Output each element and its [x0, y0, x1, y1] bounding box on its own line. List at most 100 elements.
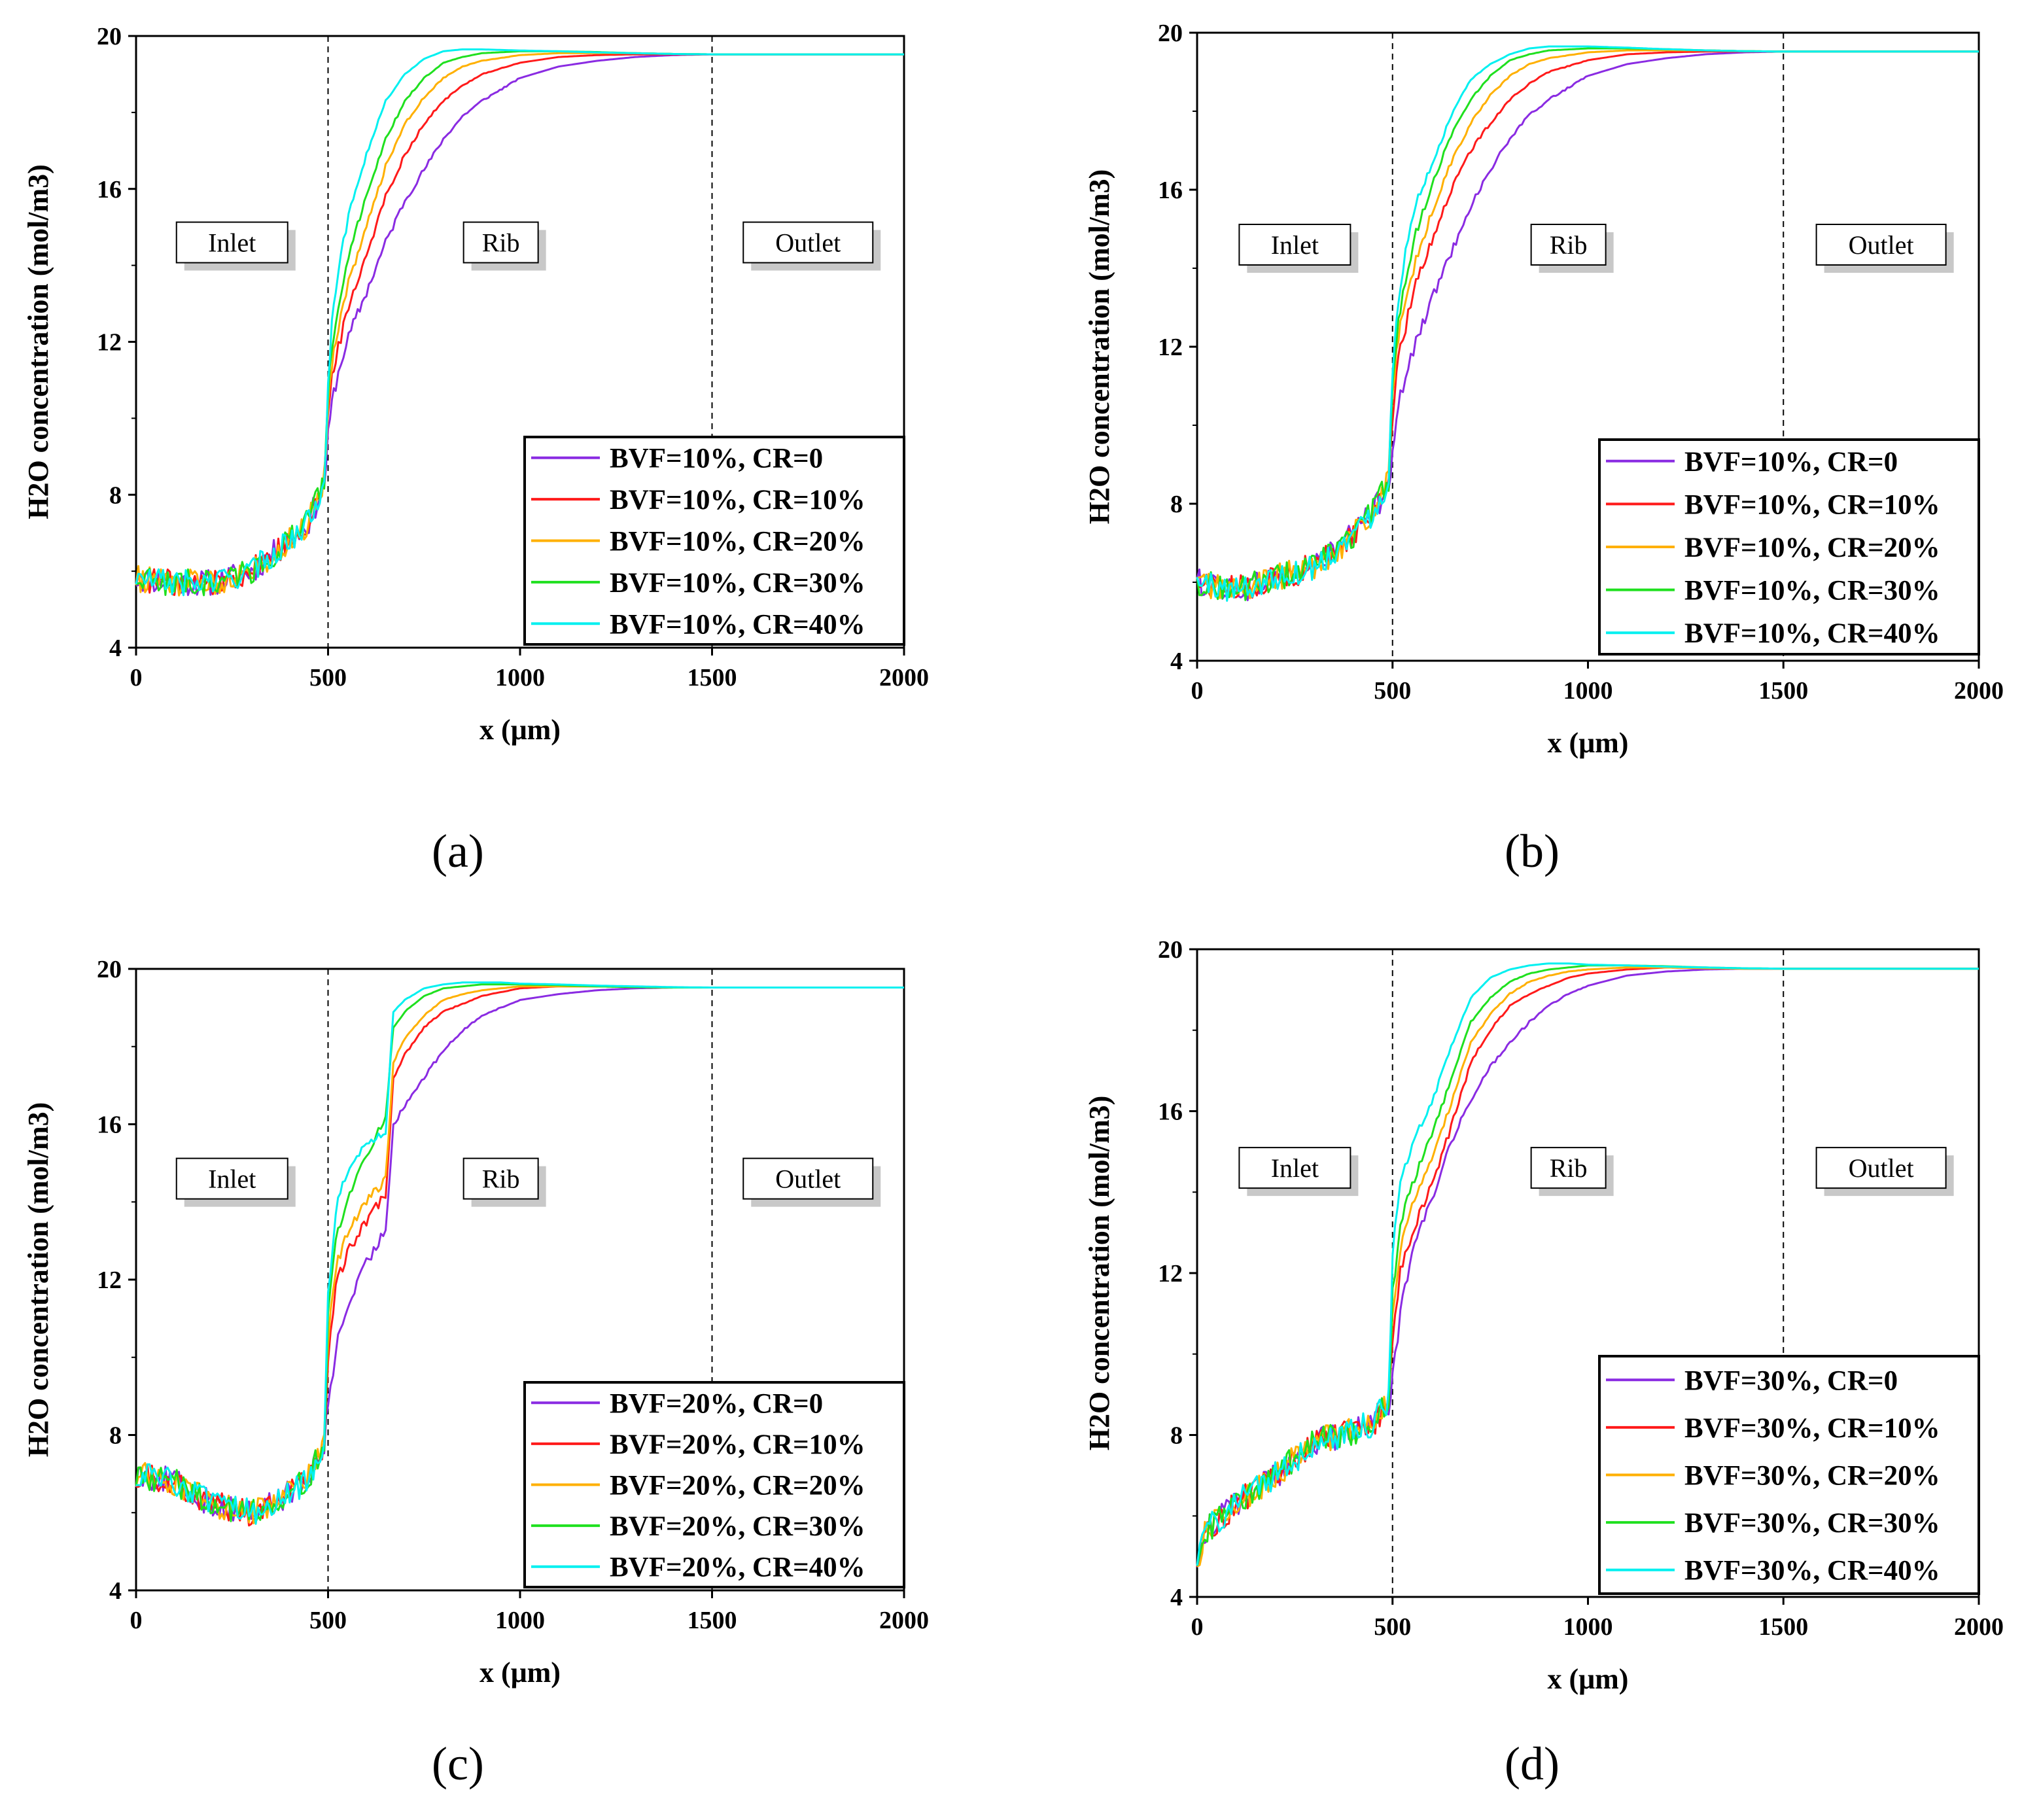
x-tick-label: 0 [130, 1607, 143, 1634]
region-label-rib: Rib [482, 1164, 520, 1194]
region-label-box [462, 1157, 539, 1200]
y-tick-label: 16 [1158, 1098, 1183, 1126]
legend-label: BVF=20%, CR=30% [610, 1511, 865, 1542]
legend-label: BVF=20%, CR=20% [610, 1471, 865, 1501]
series-line-4 [1196, 962, 1979, 1566]
legend-label: BVF=10%, CR=30% [1684, 576, 1940, 606]
region-label-outlet: Outlet [1849, 1153, 1914, 1183]
region-label-outlet: Outlet [775, 1164, 841, 1194]
x-tick-label: 1500 [688, 664, 737, 691]
region-label-inlet: Inlet [208, 1164, 256, 1194]
y-tick-label: 16 [97, 176, 122, 203]
legend-label: BVF=10%, CR=20% [610, 527, 865, 557]
legend-label: BVF=30%, CR=30% [1684, 1508, 1940, 1539]
y-tick-label: 4 [109, 1577, 122, 1605]
x-tick-label: 1500 [1758, 677, 1808, 705]
series-line-4 [135, 48, 904, 597]
legend-label: BVF=20%, CR=0 [610, 1388, 823, 1419]
legend-label: BVF=10%, CR=20% [1684, 533, 1940, 563]
legend-label: BVF=10%, CR=10% [610, 485, 865, 516]
region-label-box [742, 221, 874, 264]
y-axis-title: H2O concentration (mol/m3) [1083, 169, 1115, 525]
region-label-box [1815, 224, 1947, 266]
x-tick-label: 500 [309, 664, 347, 691]
region-label-inlet: Inlet [1271, 230, 1319, 260]
x-tick-label: 1000 [495, 664, 545, 691]
y-tick-label: 4 [1170, 1584, 1183, 1611]
region-label-rib: Rib [1550, 1153, 1588, 1183]
x-tick-label: 500 [1374, 1613, 1411, 1641]
x-axis-title: x (μm) [1548, 1663, 1629, 1695]
legend-label: BVF=30%, CR=10% [1684, 1413, 1940, 1444]
region-label-box [462, 221, 539, 264]
series-line-4 [1196, 45, 1979, 602]
region-label-outlet: Outlet [1849, 230, 1914, 260]
region-label-box [1530, 1147, 1607, 1189]
legend-label: BVF=10%, CR=0 [1684, 447, 1898, 478]
y-axis-title: H2O concentration (mol/m3) [22, 164, 54, 519]
legend-label: BVF=10%, CR=0 [610, 444, 823, 474]
y-tick-label: 8 [109, 1422, 122, 1450]
y-tick-label: 12 [1158, 334, 1183, 361]
x-tick-label: 1000 [1563, 677, 1613, 705]
chart-panel-a: 0 500 1000 1500 2000 4 8 12 16 20 x (μm) H2O concen… [22, 23, 929, 746]
region-label-box [1530, 224, 1607, 266]
y-axis-title: H2O concentration (mol/m3) [1083, 1096, 1115, 1451]
chart-panel-d: 0 500 1000 1500 2000 4 8 12 16 20 x (μm) H2O concen… [1083, 936, 2004, 1695]
y-tick-label: 20 [1158, 20, 1183, 47]
series-line-4 [135, 981, 904, 1525]
x-tick-label: 1500 [1758, 1613, 1808, 1641]
x-tick-label: 2000 [879, 1607, 929, 1634]
x-axis-title: x (μm) [479, 1656, 561, 1689]
legend-label: BVF=30%, CR=0 [1684, 1365, 1898, 1396]
region-label-box [742, 1157, 874, 1200]
x-tick-label: 2000 [1954, 1613, 2004, 1641]
x-tick-label: 500 [309, 1607, 347, 1634]
y-tick-label: 12 [97, 329, 122, 357]
x-tick-label: 0 [1191, 677, 1204, 705]
y-tick-label: 4 [109, 635, 122, 662]
y-tick-label: 12 [1158, 1260, 1183, 1287]
region-label-inlet: Inlet [1271, 1153, 1319, 1183]
y-tick-label: 20 [1158, 936, 1183, 964]
legend-label: BVF=30%, CR=40% [1684, 1556, 1940, 1586]
legend-label: BVF=30%, CR=20% [1684, 1461, 1940, 1492]
x-tick-label: 2000 [879, 664, 929, 691]
legend-label: BVF=10%, CR=30% [610, 568, 865, 599]
x-tick-label: 0 [130, 664, 143, 691]
legend-label: BVF=20%, CR=10% [610, 1429, 865, 1460]
y-tick-label: 8 [109, 481, 122, 509]
caption-a: (a) [432, 825, 484, 877]
x-axis-title: x (μm) [479, 714, 561, 746]
chart-panel-b: 0 500 1000 1500 2000 4 8 12 16 20 x (μm) H2O concen… [1083, 20, 2004, 759]
caption-d: (d) [1505, 1738, 1560, 1790]
y-tick-label: 16 [1158, 177, 1183, 204]
caption-c: (c) [432, 1738, 484, 1790]
x-tick-label: 2000 [1954, 677, 2004, 705]
region-label-inlet: Inlet [208, 228, 256, 258]
x-tick-label: 1000 [495, 1607, 545, 1634]
x-tick-label: 1500 [688, 1607, 737, 1634]
x-tick-label: 500 [1374, 677, 1411, 705]
region-label-rib: Rib [482, 228, 520, 258]
caption-b: (b) [1505, 825, 1560, 877]
y-tick-label: 20 [97, 23, 122, 50]
legend-label: BVF=20%, CR=40% [610, 1552, 865, 1583]
legend-label: BVF=10%, CR=40% [1684, 618, 1940, 649]
region-label-box [175, 221, 288, 264]
y-tick-label: 12 [97, 1267, 122, 1294]
y-tick-label: 20 [97, 956, 122, 983]
region-label-box [1238, 224, 1351, 266]
legend-label: BVF=10%, CR=10% [1684, 489, 1940, 520]
region-label-box [175, 1157, 288, 1200]
legend-label: BVF=10%, CR=40% [610, 609, 865, 640]
region-label-box [1815, 1147, 1947, 1189]
x-tick-label: 1000 [1563, 1613, 1613, 1641]
region-label-rib: Rib [1550, 230, 1588, 260]
y-tick-label: 8 [1170, 1422, 1183, 1450]
y-axis-title: H2O concentration (mol/m3) [22, 1102, 54, 1458]
y-tick-label: 4 [1170, 648, 1183, 675]
chart-panel-c: 0 500 1000 1500 2000 4 8 12 16 20 x (μm) H2O concen… [22, 956, 929, 1689]
region-label-box [1238, 1147, 1351, 1189]
